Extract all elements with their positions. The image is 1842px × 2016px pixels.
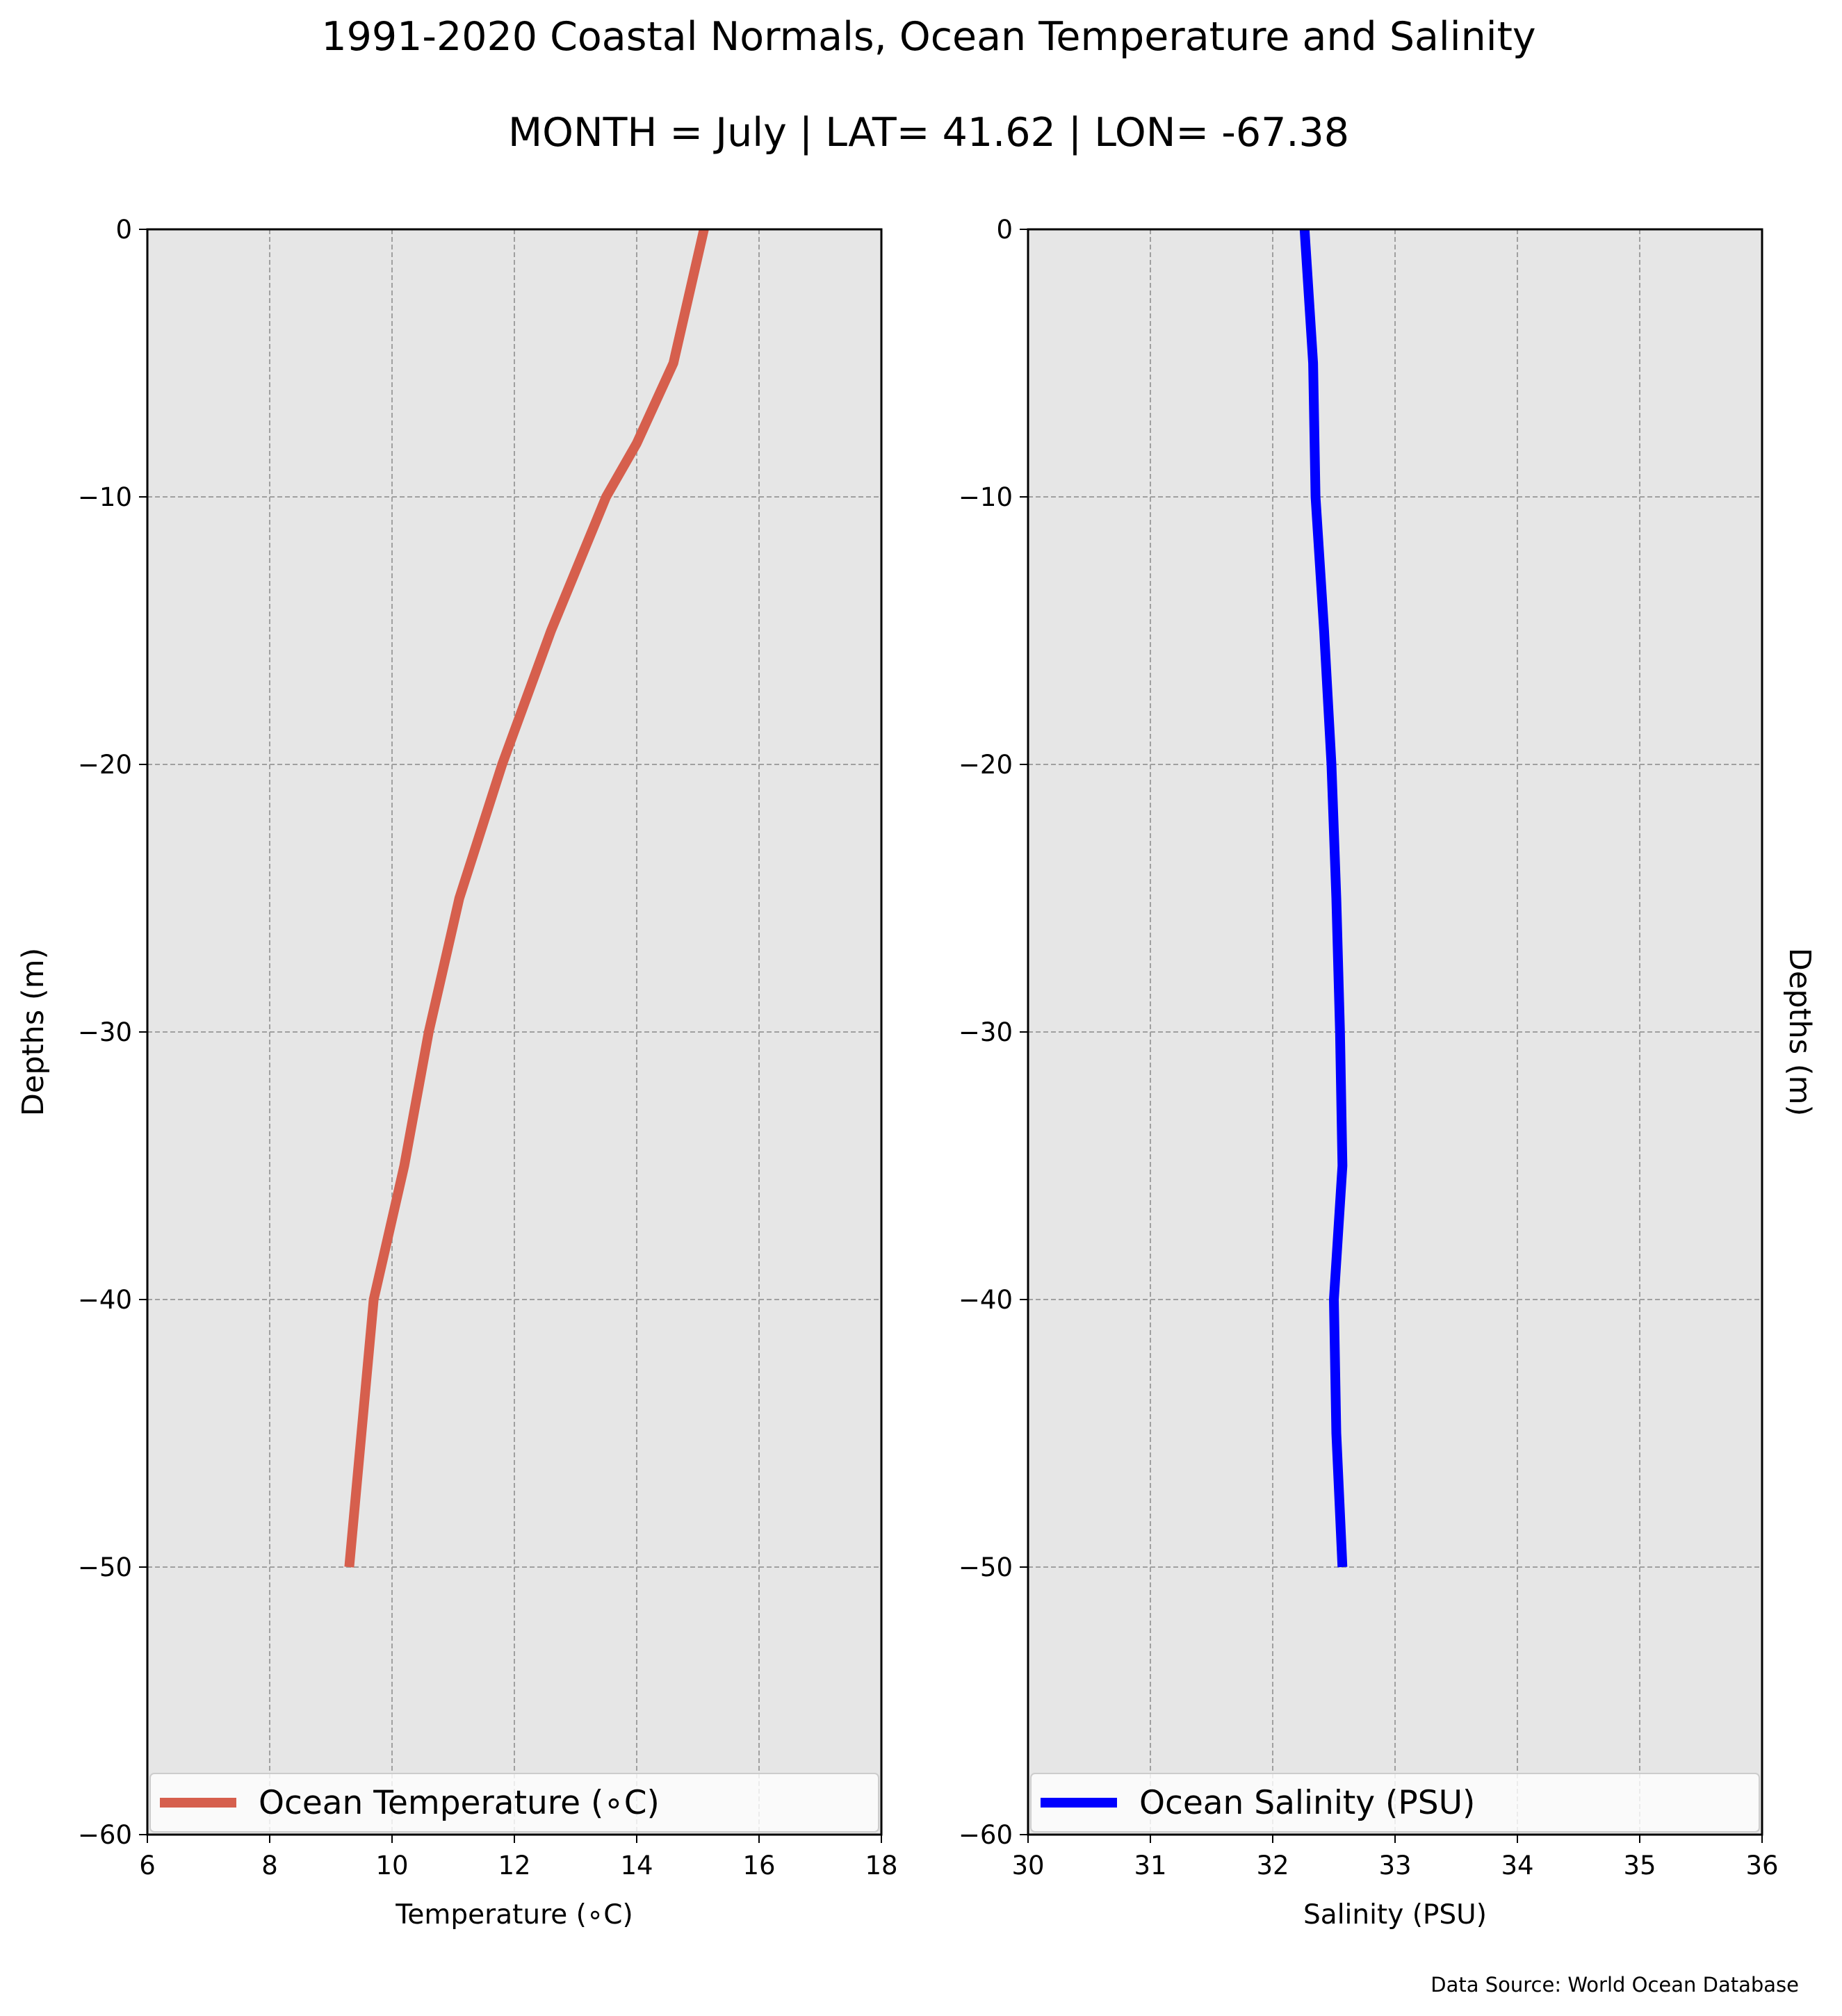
y-tick-label: −20	[959, 750, 1013, 780]
salinity-legend: Ocean Salinity (PSU)	[1030, 1773, 1760, 1833]
y-tick-label: 0	[996, 215, 1013, 245]
salinity-series-line	[1299, 229, 1348, 1568]
salinity-panel: 30 31 32 33 34 35 36 0 −10 −20 −30 −40 −50 −60 Salinit…	[959, 215, 1817, 1931]
legend-label: Ocean Salinity (PSU)	[1139, 1784, 1475, 1822]
salinity-y-axis-label: Depths (m)	[1782, 948, 1817, 1116]
y-tick-label: −40	[959, 1285, 1013, 1315]
x-tick-label: 34	[1501, 1851, 1533, 1880]
salinity-x-axis-label: Salinity (PSU)	[1303, 1899, 1487, 1931]
chart-subtitle: MONTH = July | LAT= 41.62 | LON= -67.38	[508, 110, 1349, 156]
legend-label: Ocean Temperature (∘C)	[259, 1784, 660, 1822]
x-tick-label: 33	[1378, 1851, 1411, 1880]
x-tick-label: 14	[620, 1851, 653, 1880]
x-tick-label: 35	[1623, 1851, 1656, 1880]
y-tick-label: −30	[78, 1017, 132, 1047]
x-tick-label: 12	[498, 1851, 530, 1880]
y-tick-label: −10	[78, 482, 132, 512]
y-tick-label: −10	[959, 482, 1013, 512]
x-tick-label: 32	[1256, 1851, 1289, 1880]
legend-box	[149, 1773, 879, 1833]
temperature-legend: Ocean Temperature (∘C)	[149, 1773, 879, 1833]
x-tick-label: 8	[261, 1851, 278, 1880]
temperature-series-line	[344, 228, 709, 1568]
y-tick-label: −60	[78, 1820, 132, 1850]
temperature-y-axis-label: Depths (m)	[16, 948, 51, 1116]
y-tick-label: −50	[78, 1552, 132, 1582]
chart-title: 1991-2020 Coastal Normals, Ocean Tempera…	[321, 14, 1535, 60]
y-tick-label: −40	[78, 1285, 132, 1315]
x-tick-label: 36	[1745, 1851, 1778, 1880]
data-source-note: Data Source: World Ocean Database	[1431, 1973, 1799, 1997]
x-tick-label: 6	[139, 1851, 156, 1880]
y-tick-label: −30	[959, 1017, 1013, 1047]
x-tick-label: 30	[1011, 1851, 1044, 1880]
x-tick-label: 18	[865, 1851, 897, 1880]
temperature-panel: 6 8 10 12 14 16 18 0 −10 −20 −30 −40 −50 −60 Temperatu…	[16, 215, 898, 1931]
y-tick-label: −20	[78, 750, 132, 780]
legend-box	[1030, 1773, 1760, 1833]
x-tick-label: 16	[742, 1851, 775, 1880]
y-tick-label: 0	[115, 215, 132, 245]
temperature-x-axis-label: Temperature (∘C)	[395, 1899, 633, 1931]
y-tick-label: −50	[959, 1552, 1013, 1582]
x-tick-label: 31	[1134, 1851, 1166, 1880]
x-tick-label: 10	[375, 1851, 408, 1880]
y-tick-label: −60	[959, 1820, 1013, 1850]
